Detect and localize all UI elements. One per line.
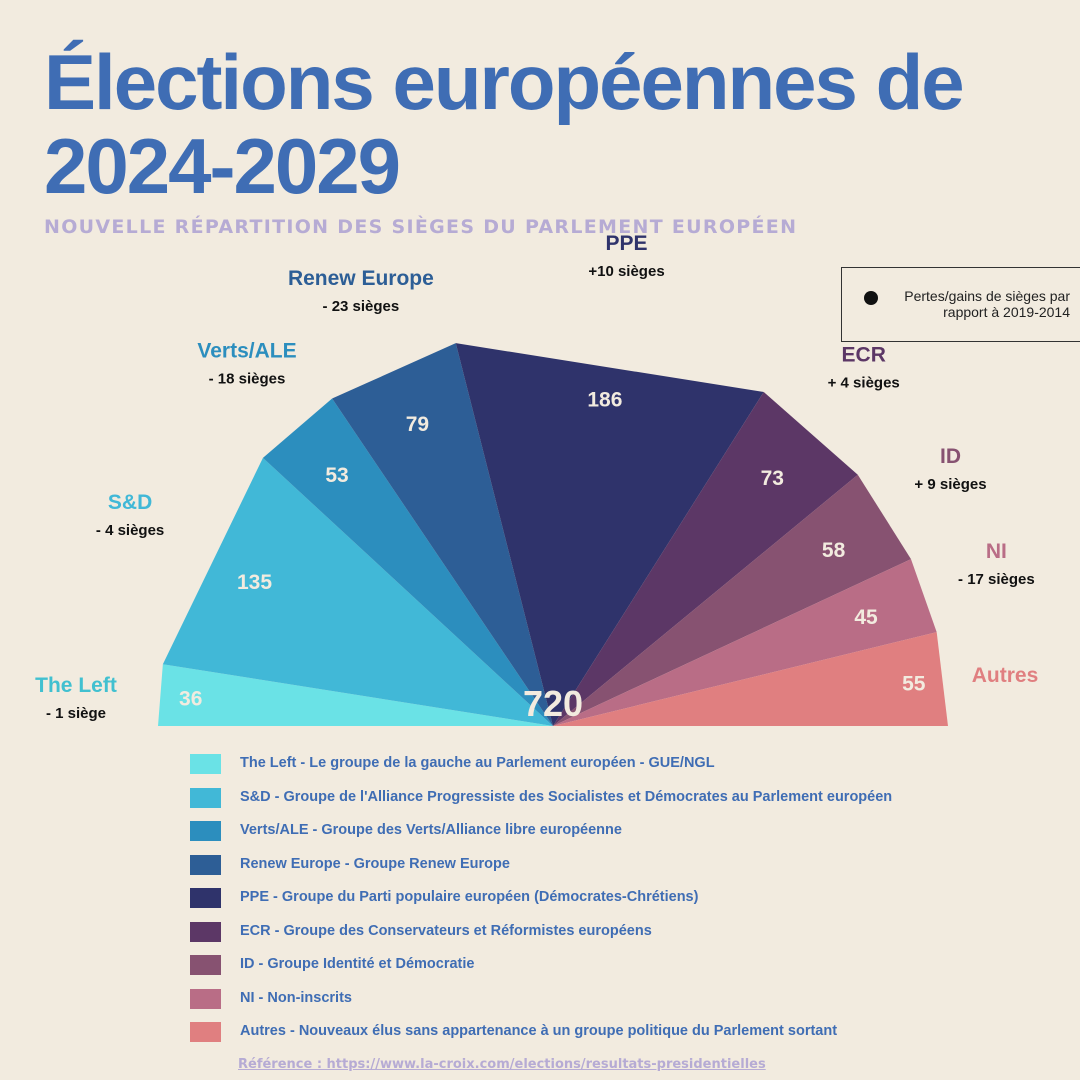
- change-label-ecr: + 4 sièges: [828, 374, 900, 391]
- reference-link[interactable]: Référence : https://www.la-croix.com/ele…: [238, 1057, 766, 1072]
- legend-label: Verts/ALE - Groupe des Verts/Alliance li…: [240, 822, 622, 838]
- group-label-id: ID: [940, 445, 961, 468]
- slice-sandd: [162, 457, 554, 726]
- group-legend: The Left - Le groupe de la gauche au Par…: [190, 752, 1050, 1054]
- group-label-ni: NI: [986, 540, 1007, 563]
- value-label-the-left: 36: [179, 688, 202, 711]
- value-label-renew-europe: 79: [406, 413, 429, 436]
- slice-ecr: [553, 391, 858, 726]
- total-seats-label: 720: [523, 683, 583, 724]
- value-label-ecr: 73: [761, 467, 784, 490]
- value-label-ppe: 186: [587, 388, 622, 411]
- value-label-ni: 45: [854, 606, 878, 629]
- legend-item: Renew Europe - Groupe Renew Europe: [190, 853, 1050, 887]
- change-label-ppe: +10 sièges: [588, 263, 664, 280]
- legend-label: NI - Non-inscrits: [240, 989, 352, 1006]
- legend-swatch: [190, 754, 221, 774]
- legend-swatch: [190, 888, 221, 908]
- change-legend-note: Pertes/gains de sièges par rapport à 201…: [841, 267, 1080, 342]
- slice-ppe: [455, 343, 764, 726]
- value-label-sandd: 135: [237, 571, 272, 594]
- value-label-autres: 55: [902, 673, 926, 696]
- parliament-semicircle-chart: 36 The Left - 1 siège 135 S&D - 4 sièges 53 Ver…: [35, 232, 1039, 726]
- value-label-id: 58: [822, 539, 846, 562]
- legend-label: Renew Europe - Groupe Renew Europe: [240, 855, 510, 872]
- legend-item: Verts/ALE - Groupe des Verts/Alliance li…: [190, 819, 1050, 853]
- group-label-autres: Autres: [972, 664, 1039, 687]
- title-line-1: Élections européennes de: [44, 38, 965, 126]
- slice-autres: [553, 632, 948, 726]
- slice-the-left: [158, 664, 553, 726]
- legend-swatch: [190, 854, 221, 875]
- change-label-ni: - 17 sièges: [958, 571, 1035, 588]
- legend-label: ID - Groupe Identité et Démocratie: [240, 956, 475, 972]
- slice-renew-europe: [332, 343, 553, 726]
- group-label-verts-ale: Verts/ALE: [197, 339, 296, 362]
- page-title: Élections européennes de 2024-2029: [44, 40, 1044, 208]
- legend-item: The Left - Le groupe de la gauche au Par…: [190, 752, 1050, 786]
- page-subtitle: NOUVELLE RÉPARTITION DES SIÈGES DU PARLE…: [44, 216, 798, 238]
- legend-swatch: [190, 988, 221, 1009]
- legend-item: ID - Groupe Identité et Démocratie: [190, 953, 1050, 987]
- group-label-sandd: S&D: [108, 491, 152, 514]
- slice-ni: [553, 559, 937, 726]
- legend-swatch: [190, 821, 221, 841]
- change-legend-text: Pertes/gains de sièges par rapport à 201…: [904, 288, 1070, 320]
- legend-swatch: [190, 1022, 221, 1042]
- legend-label: Autres - Nouveaux élus sans appartenance…: [240, 1023, 838, 1039]
- legend-label: PPE - Groupe du Parti populaire européen…: [240, 889, 699, 905]
- legend-swatch: [190, 921, 221, 942]
- legend-item: S&D - Groupe de l'Alliance Progressiste …: [190, 786, 1050, 820]
- legend-item: NI - Non-inscrits: [190, 987, 1050, 1021]
- slice-verts-ale: [262, 398, 553, 726]
- legend-swatch: [190, 955, 221, 975]
- title-line-2: 2024-2029: [44, 122, 401, 210]
- change-label-the-left: - 1 siège: [46, 705, 106, 722]
- group-label-the-left: The Left: [35, 674, 117, 697]
- legend-item: PPE - Groupe du Parti populaire européen…: [190, 886, 1050, 920]
- value-label-verts-ale: 53: [325, 464, 348, 487]
- legend-item: Autres - Nouveaux élus sans appartenance…: [190, 1020, 1050, 1054]
- bullet-icon: [864, 291, 878, 305]
- legend-label: S&D - Groupe de l'Alliance Progressiste …: [240, 788, 893, 805]
- slice-id: [553, 474, 911, 726]
- legend-label: ECR - Groupe des Conservateurs et Réform…: [240, 922, 652, 939]
- group-label-ecr: ECR: [842, 343, 886, 366]
- group-label-ppe: PPE: [605, 232, 647, 255]
- group-label-renew-europe: Renew Europe: [288, 267, 434, 290]
- legend-item: ECR - Groupe des Conservateurs et Réform…: [190, 920, 1050, 954]
- change-label-id: + 9 sièges: [914, 476, 986, 493]
- change-label-renew-europe: - 23 sièges: [323, 298, 400, 315]
- legend-label: The Left - Le groupe de la gauche au Par…: [240, 755, 715, 771]
- change-label-sandd: - 4 sièges: [96, 522, 164, 539]
- legend-swatch: [190, 787, 221, 808]
- change-label-verts-ale: - 18 sièges: [209, 370, 286, 387]
